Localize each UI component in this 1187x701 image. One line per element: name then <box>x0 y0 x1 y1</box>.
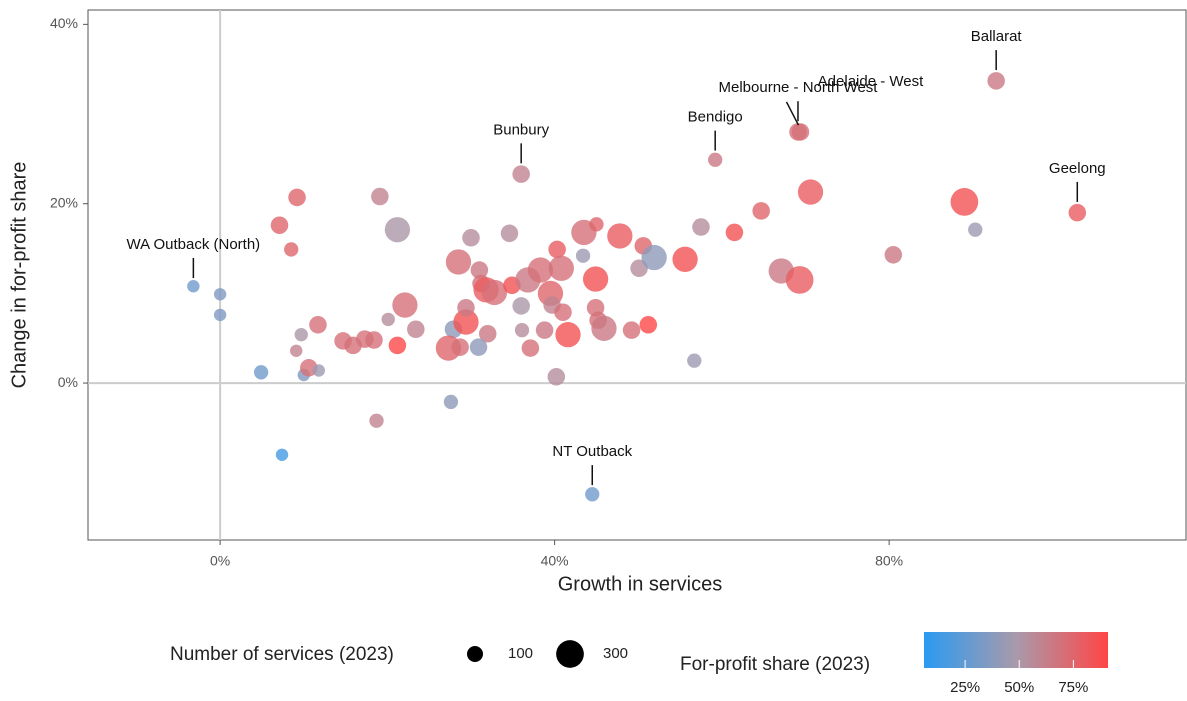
bubble <box>589 217 604 232</box>
bubble <box>275 448 289 462</box>
bubble <box>548 255 574 281</box>
size-legend-key <box>556 640 584 668</box>
x-tick-label: 0% <box>210 553 230 569</box>
bubble <box>555 321 581 348</box>
size-legend-title: Number of services (2023) <box>170 644 394 665</box>
annotation: Bunbury <box>493 121 549 138</box>
y-axis-title: Change in for-profit share <box>8 162 30 389</box>
bubble <box>585 487 600 502</box>
colorbar-label: 25% <box>950 679 980 696</box>
bubble <box>253 365 269 380</box>
bubble <box>639 316 658 334</box>
bubble <box>371 187 389 206</box>
x-tick-label: 80% <box>875 553 903 569</box>
bubble <box>547 368 566 386</box>
plot-border <box>87 9 1187 541</box>
bubble <box>288 188 306 207</box>
bubble <box>535 321 554 339</box>
bubble <box>672 246 698 272</box>
bubble <box>443 394 459 410</box>
bubble <box>457 298 475 317</box>
bubble <box>481 279 508 306</box>
bubble <box>294 327 308 342</box>
bubble <box>950 188 979 216</box>
bubble <box>284 242 299 257</box>
annotation: Melbourne - North West <box>719 79 879 96</box>
bubble <box>554 303 572 321</box>
annotation: Adelaide - West <box>818 73 924 90</box>
leader-line <box>785 101 800 126</box>
bubble <box>548 240 566 259</box>
bubble <box>312 364 326 377</box>
y-tick-label: 0% <box>58 374 78 390</box>
bubble <box>445 249 472 275</box>
bubble <box>213 308 227 322</box>
x-tick-label: 40% <box>541 553 569 569</box>
annotation: Ballarat <box>971 28 1023 45</box>
colorbar-label: 75% <box>1058 679 1088 696</box>
bubble <box>521 339 540 357</box>
bubble <box>388 336 407 355</box>
bubble <box>213 288 227 301</box>
bubble <box>512 165 530 183</box>
annotation: Geelong <box>1049 160 1106 177</box>
bubble <box>968 222 983 237</box>
bubble <box>591 315 617 342</box>
bubble <box>407 320 425 339</box>
bubble <box>469 338 488 356</box>
bubble <box>1068 203 1087 222</box>
bubble <box>582 266 609 292</box>
bubble <box>725 223 744 242</box>
color-legend-title: For-profit share (2023) <box>680 654 870 675</box>
size-legend-label: 300 <box>603 645 628 662</box>
bubble <box>708 152 723 167</box>
bubble <box>791 123 810 141</box>
bubble <box>392 292 418 318</box>
bubble <box>641 244 667 271</box>
colorbar-label: 50% <box>1004 679 1034 696</box>
bubble <box>687 353 702 368</box>
size-legend-label: 100 <box>508 645 533 662</box>
bubble <box>622 321 641 339</box>
bubble <box>500 224 519 243</box>
bubble <box>451 338 469 356</box>
bubble <box>527 257 554 283</box>
bubble <box>512 297 530 315</box>
bubble <box>692 218 710 236</box>
bubble <box>381 312 395 327</box>
bubble <box>607 223 633 249</box>
bubble <box>290 344 303 357</box>
bubble <box>453 309 479 335</box>
bubble <box>884 246 903 264</box>
bubble <box>575 248 591 263</box>
bubble <box>470 261 489 279</box>
bubble <box>514 322 530 338</box>
bubble <box>797 179 824 205</box>
y-tick-label: 20% <box>50 194 78 210</box>
bubble <box>987 72 1005 90</box>
y-tick-label: 40% <box>50 15 78 31</box>
annotation: WA Outback (North) <box>127 236 261 253</box>
bubble <box>785 266 814 294</box>
bubble <box>752 202 770 220</box>
colorbar <box>924 632 1108 668</box>
bubble <box>478 324 497 343</box>
bubble <box>270 216 289 234</box>
bubble <box>365 331 383 349</box>
annotation: NT Outback <box>552 443 632 460</box>
bubble <box>187 280 200 293</box>
size-legend-key <box>467 646 483 662</box>
bubble <box>462 229 480 247</box>
annotation: Bendigo <box>688 109 743 126</box>
bubble <box>369 413 384 428</box>
bubble <box>384 217 411 243</box>
bubble <box>309 316 327 334</box>
x-axis-title: Growth in services <box>558 573 723 595</box>
